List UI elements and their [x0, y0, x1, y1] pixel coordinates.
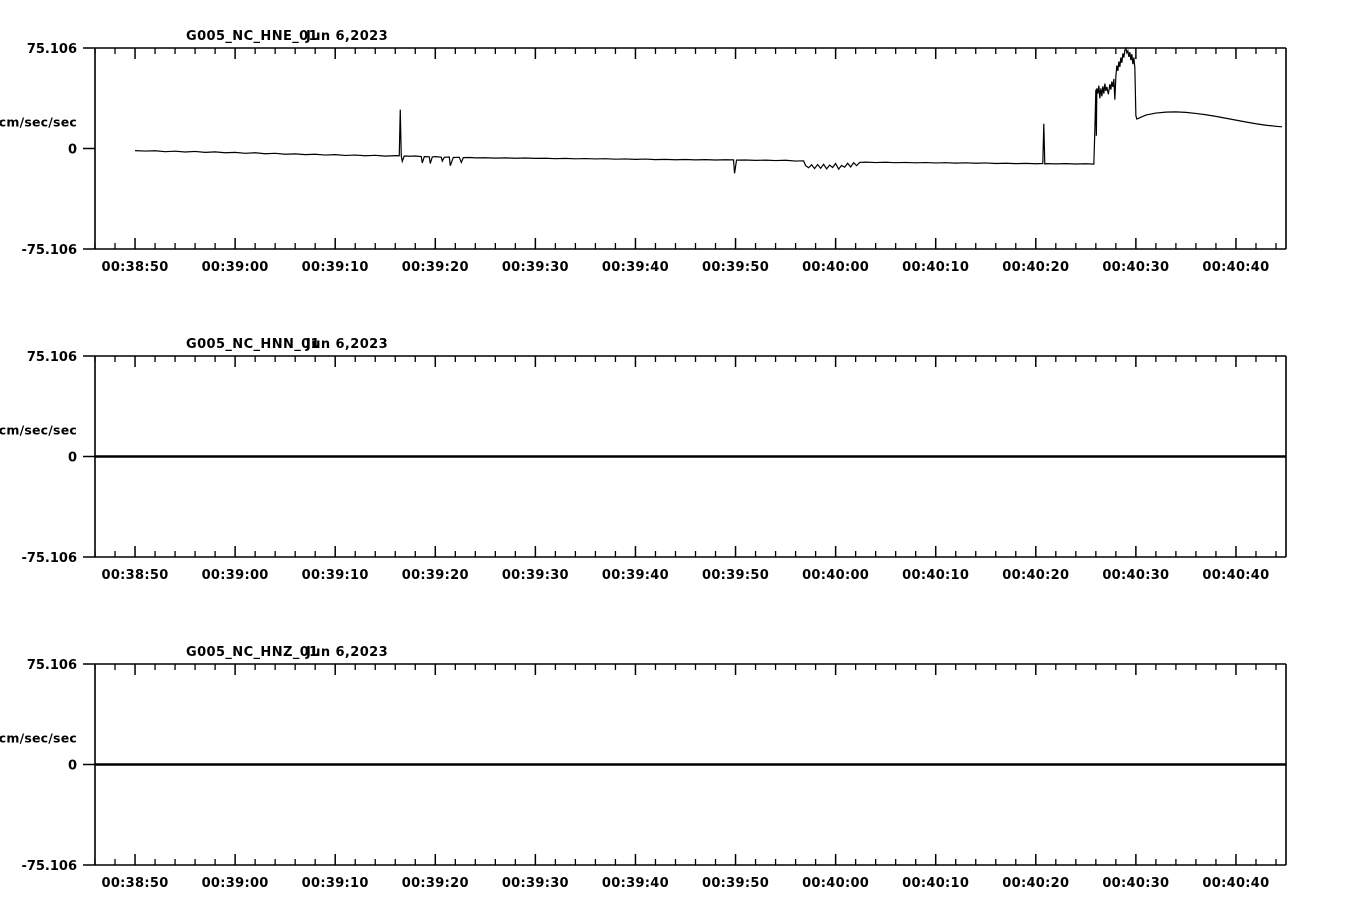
- waveform-plot-hnn: 75.106 0 -75.106 cm/sec/sec 00:38:50 00:39:00…: [0, 337, 1287, 583]
- waveform-panel-hnz: 75.106 0 -75.106 cm/sec/sec 00:38:50 00:39:00…: [0, 616, 1358, 924]
- y-tick-label: -75.106: [21, 551, 77, 566]
- panel-title-channel: G005_NC_HNN_01: [186, 337, 320, 352]
- x-tick-label: 00:40:40: [1202, 876, 1269, 891]
- y-axis-unit-label: cm/sec/sec: [0, 423, 77, 438]
- x-tick-label: 00:39:30: [502, 568, 569, 583]
- x-axis-ticks: [94, 48, 1277, 249]
- panel-title-date: Jun 6,2023: [305, 645, 388, 660]
- y-tick-label: -75.106: [21, 243, 77, 258]
- x-tick-label: 00:40:00: [802, 260, 869, 275]
- y-tick-label: -75.106: [21, 859, 77, 874]
- x-tick-label: 00:39:50: [702, 260, 769, 275]
- y-tick-label: 75.106: [27, 658, 77, 673]
- x-axis-ticks: [94, 356, 1277, 557]
- x-tick-label: 00:40:20: [1002, 568, 1069, 583]
- y-tick-label: 0: [68, 759, 77, 774]
- x-tick-label: 00:39:20: [402, 260, 469, 275]
- x-tick-label: 00:40:30: [1102, 876, 1169, 891]
- waveform-panel-hnn: 75.106 0 -75.106 cm/sec/sec 00:38:50 00:39:00…: [0, 308, 1358, 616]
- y-axis-ticks: [83, 663, 95, 866]
- y-tick-label: 75.106: [27, 42, 77, 57]
- x-tick-label: 00:39:30: [502, 260, 569, 275]
- x-tick-label: 00:40:10: [902, 876, 969, 891]
- panel-title-date: Jun 6,2023: [305, 29, 388, 44]
- axis-frame: [94, 47, 1287, 250]
- y-axis-ticks: [83, 355, 95, 558]
- waveform-plot-hnz: 75.106 0 -75.106 cm/sec/sec 00:38:50 00:39:00…: [0, 645, 1287, 891]
- waveform-panel-hne: 75.106 0 -75.106 cm/sec/sec 00:38:50 00:39:00…: [0, 0, 1358, 308]
- y-tick-label: 0: [68, 143, 77, 158]
- x-tick-label: 00:40:30: [1102, 568, 1169, 583]
- x-tick-label: 00:39:10: [302, 876, 369, 891]
- x-tick-label: 00:38:50: [101, 876, 168, 891]
- x-tick-label: 00:40:10: [902, 260, 969, 275]
- x-tick-label: 00:39:00: [202, 568, 269, 583]
- x-tick-label: 00:39:40: [602, 568, 669, 583]
- x-tick-label: 00:39:00: [202, 260, 269, 275]
- x-tick-label: 00:39:50: [702, 568, 769, 583]
- x-tick-label: 00:39:30: [502, 876, 569, 891]
- x-tick-label: 00:40:40: [1202, 260, 1269, 275]
- panel-title-channel: G005_NC_HNE_01: [186, 29, 318, 44]
- y-axis-ticks: [83, 47, 95, 250]
- panel-title-date: Jun 6,2023: [305, 337, 388, 352]
- y-axis-unit-label: cm/sec/sec: [0, 115, 77, 130]
- y-tick-label: 0: [68, 451, 77, 466]
- axis-frame: [94, 663, 1287, 866]
- x-tick-label: 00:39:40: [602, 876, 669, 891]
- x-tick-label: 00:40:20: [1002, 876, 1069, 891]
- x-tick-label: 00:40:00: [802, 568, 869, 583]
- waveform-plot-hne: 75.106 0 -75.106 cm/sec/sec 00:38:50 00:39:00…: [0, 29, 1287, 275]
- x-tick-label: 00:39:20: [402, 876, 469, 891]
- x-tick-label: 00:38:50: [101, 568, 168, 583]
- x-tick-label: 00:39:10: [302, 568, 369, 583]
- x-tick-label: 00:39:40: [602, 260, 669, 275]
- x-tick-label: 00:38:50: [101, 260, 168, 275]
- x-tick-label: 00:40:30: [1102, 260, 1169, 275]
- y-tick-label: 75.106: [27, 350, 77, 365]
- x-tick-label: 00:40:40: [1202, 568, 1269, 583]
- x-tick-label: 00:40:10: [902, 568, 969, 583]
- x-tick-label: 00:40:20: [1002, 260, 1069, 275]
- x-tick-label: 00:40:00: [802, 876, 869, 891]
- x-tick-label: 00:39:00: [202, 876, 269, 891]
- panel-title-channel: G005_NC_HNZ_01: [186, 645, 319, 660]
- waveform-trace-hne: [135, 46, 1283, 174]
- axis-frame: [94, 355, 1287, 558]
- y-axis-unit-label: cm/sec/sec: [0, 731, 77, 746]
- x-axis-ticks: [94, 664, 1277, 865]
- x-tick-label: 00:39:10: [302, 260, 369, 275]
- x-tick-label: 00:39:50: [702, 876, 769, 891]
- x-tick-label: 00:39:20: [402, 568, 469, 583]
